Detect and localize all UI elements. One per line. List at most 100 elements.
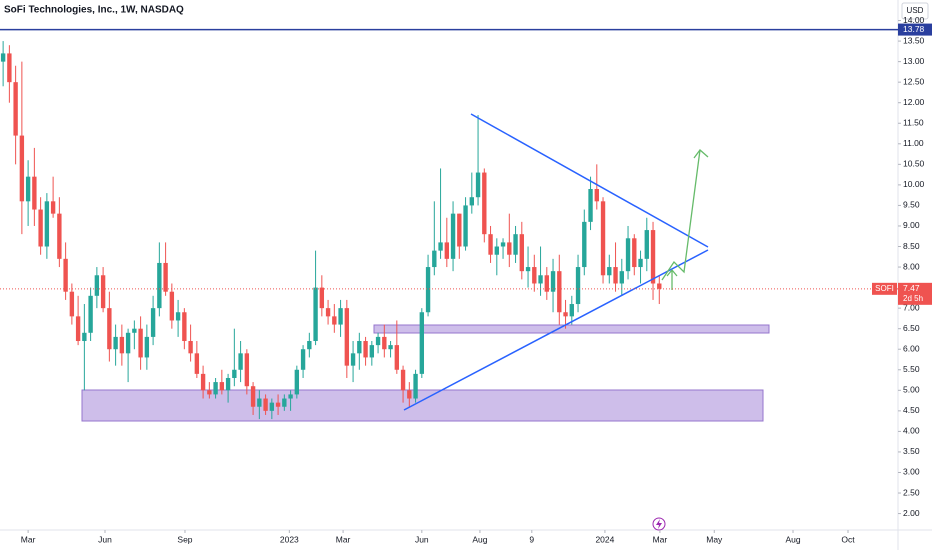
candle-body bbox=[38, 209, 43, 247]
candle-body bbox=[275, 402, 281, 407]
candle-body bbox=[369, 345, 375, 358]
arrow-head bbox=[693, 149, 709, 159]
candle-body bbox=[400, 369, 406, 391]
candle-body bbox=[75, 316, 81, 342]
candle-body bbox=[32, 176, 37, 210]
x-tick-label: Mar bbox=[21, 534, 36, 544]
candle-body bbox=[25, 176, 31, 202]
candle-body bbox=[588, 188, 593, 222]
candle-body bbox=[482, 172, 487, 235]
candle-body bbox=[463, 205, 468, 247]
x-tick-label: 9 bbox=[529, 534, 534, 544]
candle-body bbox=[438, 242, 443, 251]
candle-body bbox=[244, 353, 250, 387]
candle-body bbox=[469, 197, 474, 206]
candle-body bbox=[638, 258, 643, 268]
candle-body bbox=[257, 398, 262, 407]
y-tick-label: 4.00 bbox=[903, 426, 920, 436]
candle-body bbox=[550, 271, 556, 292]
y-tick-label: 13.50 bbox=[903, 35, 925, 45]
candle-body bbox=[607, 267, 612, 276]
x-tick-label: 2023 bbox=[280, 534, 299, 544]
x-tick-label: May bbox=[706, 534, 723, 544]
y-tick-label: 2.00 bbox=[903, 508, 920, 518]
candle-body bbox=[425, 267, 431, 313]
x-tick-label: Jun bbox=[98, 534, 112, 544]
candle-body bbox=[225, 377, 231, 391]
y-tick-label: 6.00 bbox=[903, 343, 920, 353]
candle-body bbox=[188, 341, 193, 354]
candle-body bbox=[94, 275, 100, 296]
candle-body bbox=[132, 328, 137, 333]
candle-body bbox=[619, 271, 624, 284]
x-tick-label: Aug bbox=[785, 534, 800, 544]
candle-body bbox=[57, 213, 62, 259]
candle-body bbox=[388, 345, 393, 350]
candle-body bbox=[644, 230, 649, 259]
candle-body bbox=[600, 201, 606, 276]
candle-body bbox=[144, 336, 150, 358]
symbol-label-box bbox=[872, 282, 897, 295]
candle-body bbox=[457, 213, 462, 247]
candle-body bbox=[269, 402, 275, 411]
candle-body bbox=[575, 267, 581, 305]
candle-body bbox=[394, 345, 400, 370]
x-tick-label: Aug bbox=[472, 534, 487, 544]
candle-body bbox=[250, 386, 256, 407]
candle-body bbox=[350, 353, 356, 366]
candle-body bbox=[238, 353, 243, 370]
y-tick-label: 11.00 bbox=[903, 138, 924, 148]
candle-body bbox=[213, 382, 218, 395]
y-tick-label: 9.00 bbox=[903, 220, 920, 230]
candle-body bbox=[450, 213, 456, 259]
candle-body bbox=[69, 291, 75, 317]
candle-body bbox=[513, 234, 518, 255]
candle-body bbox=[557, 271, 562, 313]
candle-body bbox=[138, 328, 143, 358]
candle-body bbox=[200, 373, 206, 391]
projection-arrow bbox=[661, 149, 701, 281]
y-tick-label: 11.50 bbox=[903, 118, 924, 128]
candle-body bbox=[232, 369, 237, 378]
candle-body bbox=[538, 275, 543, 284]
y-tick-label: 12.50 bbox=[903, 76, 925, 86]
y-tick-label: 12.00 bbox=[903, 97, 925, 107]
candle-body bbox=[569, 304, 574, 317]
trend-line bbox=[403, 249, 709, 411]
trend-line bbox=[470, 113, 709, 248]
y-tick-label: 5.00 bbox=[903, 385, 920, 395]
candle-body bbox=[19, 135, 25, 202]
candle-body bbox=[125, 332, 131, 354]
currency: USD bbox=[907, 6, 924, 15]
candle-body bbox=[488, 234, 493, 255]
candle-body bbox=[307, 341, 312, 350]
y-tick-label: 10.50 bbox=[903, 159, 925, 169]
countdown-label: 2d 5h bbox=[903, 294, 923, 303]
x-tick-label: Mar bbox=[336, 534, 351, 544]
candle-body bbox=[613, 267, 618, 284]
candle-body bbox=[375, 336, 381, 346]
y-tick-label: 9.50 bbox=[903, 200, 920, 210]
candle-body bbox=[263, 398, 268, 411]
candle-body bbox=[494, 246, 499, 255]
candle-body bbox=[100, 275, 106, 309]
candle-body bbox=[175, 312, 181, 321]
candle-body bbox=[294, 369, 300, 395]
candle-body bbox=[50, 201, 56, 214]
chart-title: SoFi Technologies, Inc., 1W, NASDAQ bbox=[4, 5, 184, 16]
candle-body bbox=[0, 53, 6, 62]
reference-label: 13.78 bbox=[903, 24, 925, 34]
candle-body bbox=[182, 312, 187, 342]
candle-body bbox=[657, 283, 662, 289]
candle-body bbox=[357, 341, 362, 354]
drawings bbox=[403, 113, 709, 411]
candle-body bbox=[419, 312, 425, 374]
candle-body bbox=[563, 312, 568, 317]
y-tick-label: 5.50 bbox=[903, 364, 920, 374]
candle-body bbox=[13, 82, 18, 136]
y-tick-label: 10.00 bbox=[903, 179, 925, 189]
candle-body bbox=[82, 332, 87, 342]
candle-body bbox=[63, 258, 68, 292]
last-price-label: 7.47 bbox=[903, 283, 920, 293]
candle-body bbox=[544, 275, 549, 292]
